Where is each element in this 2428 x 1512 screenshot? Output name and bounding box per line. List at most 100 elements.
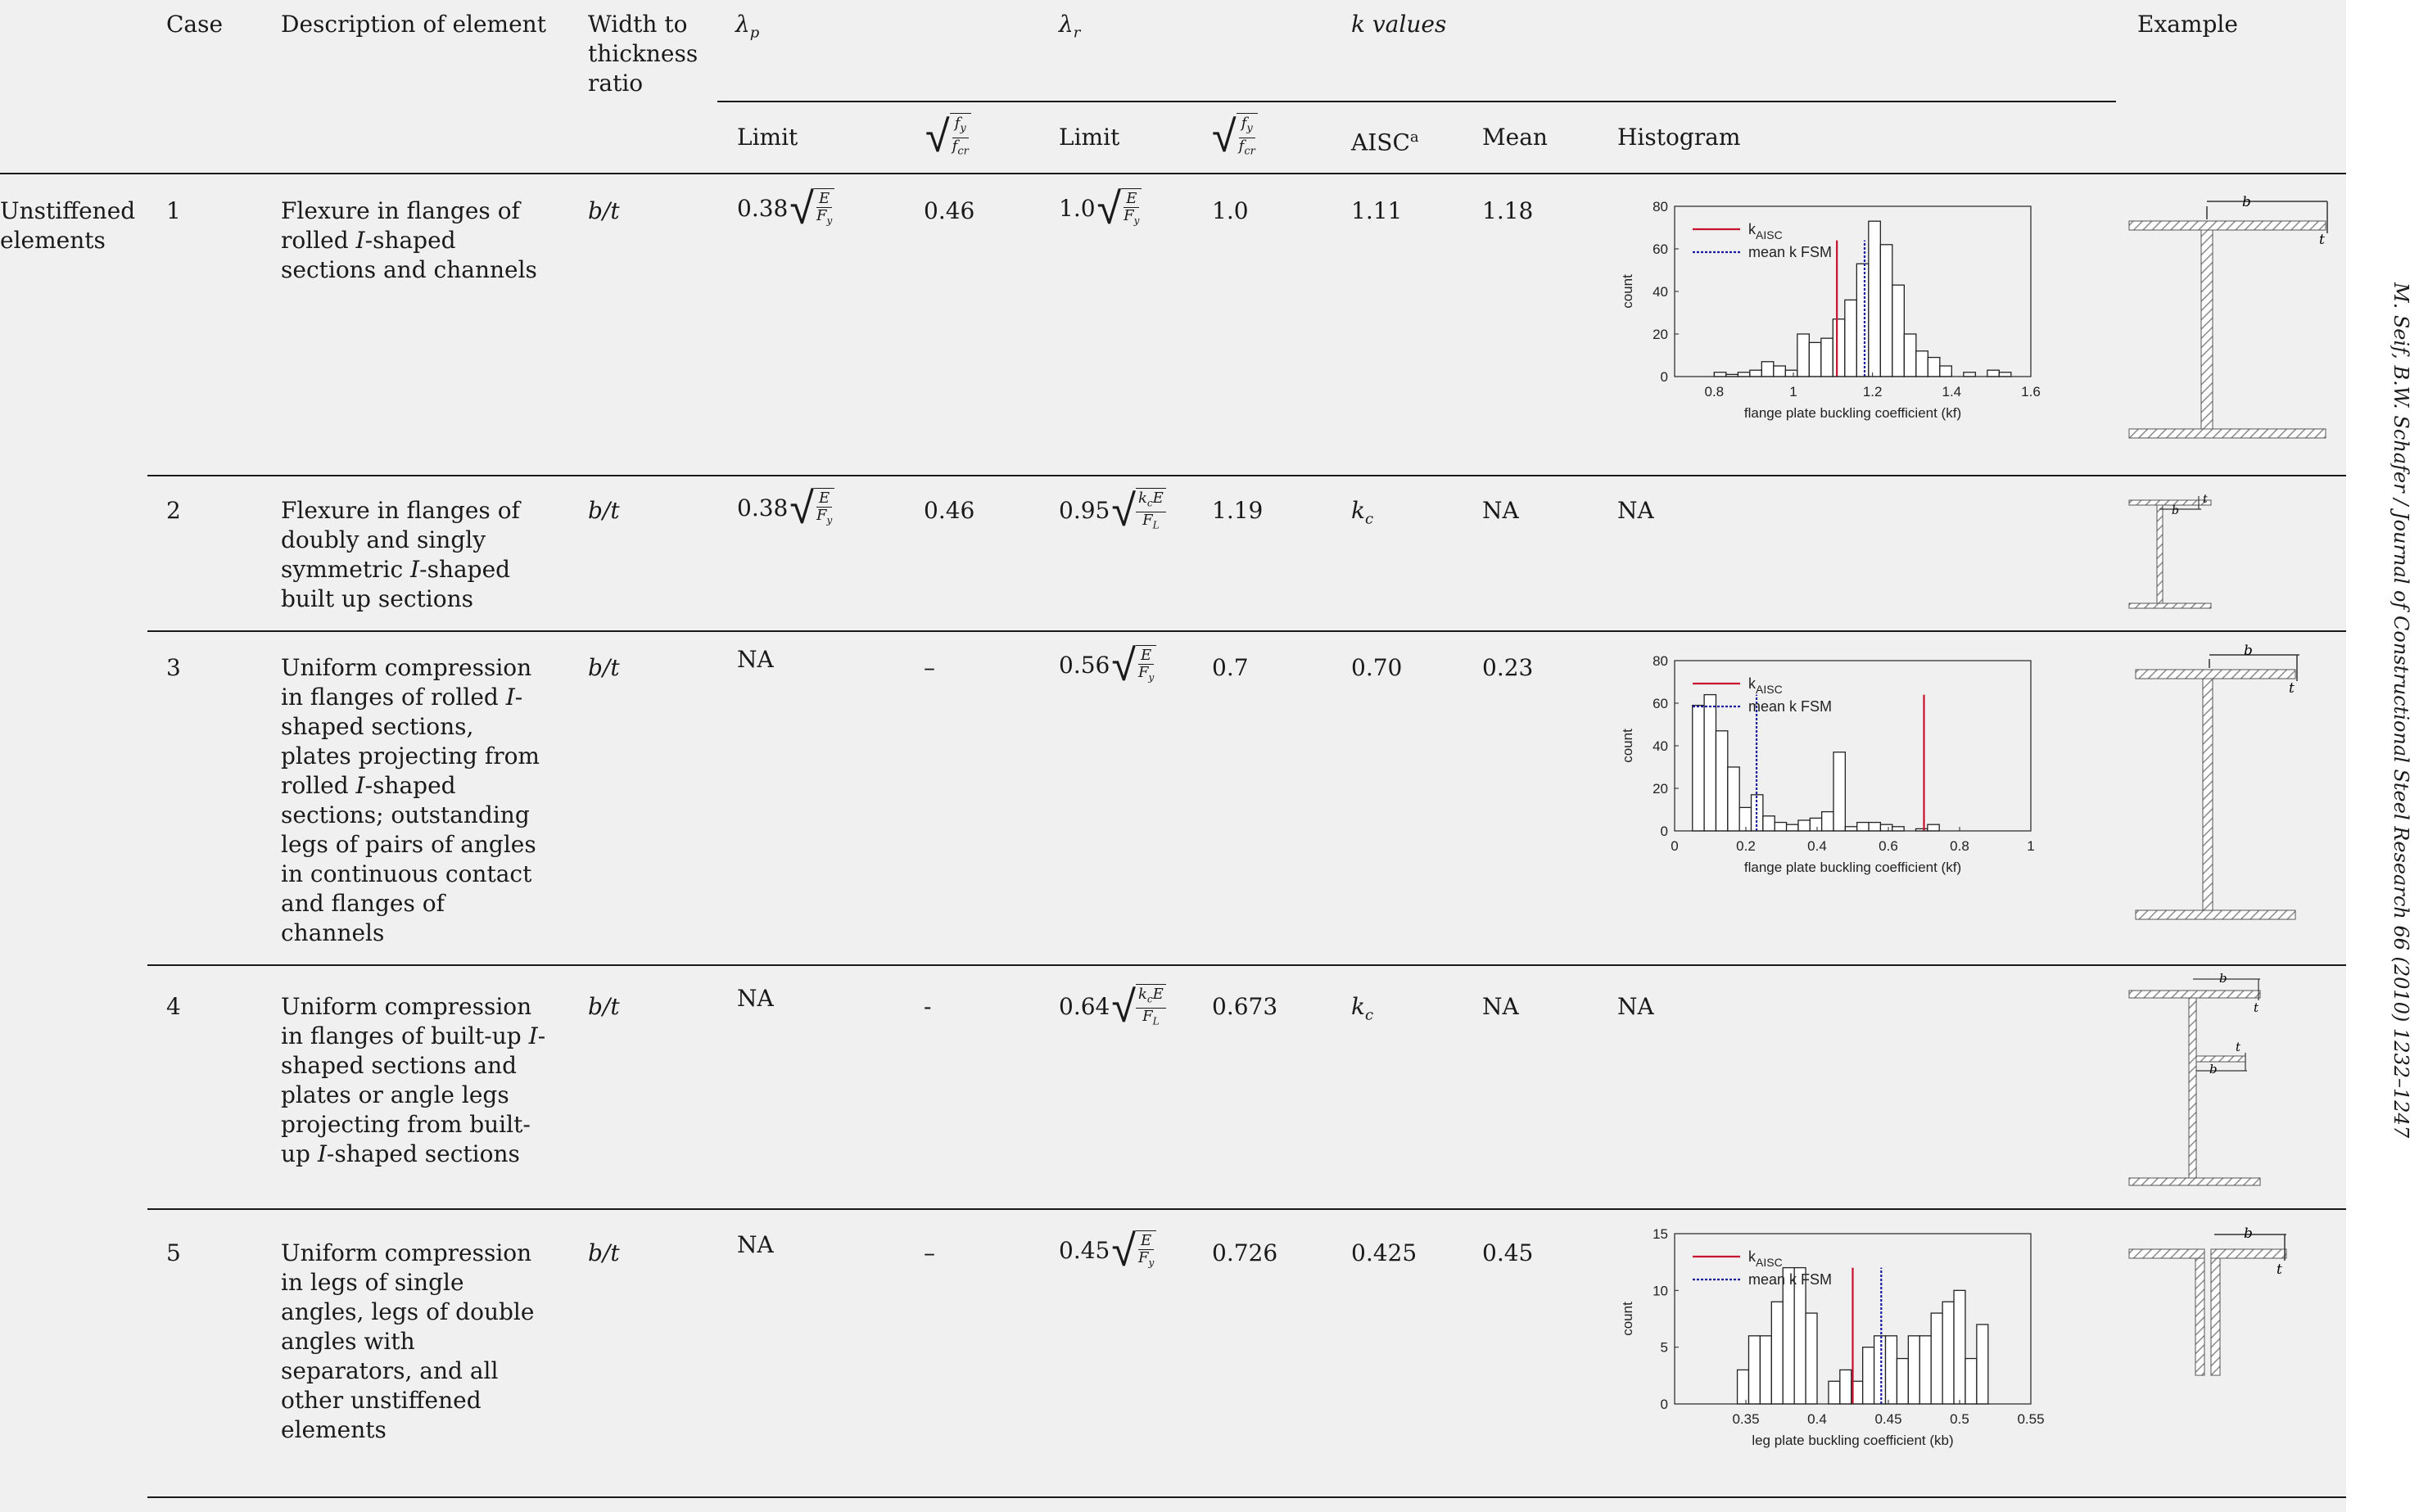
radical: √ kcE FL [1110, 488, 1166, 533]
k-mean-value: NA [1482, 497, 1519, 524]
denominator-text: F [816, 207, 827, 224]
histogram-bar [1832, 318, 1846, 377]
histogram-bar [1953, 1289, 1966, 1405]
limit-expression-lr: 0.95 √ kcE FL [1059, 488, 1166, 533]
lambda-p-sqrt-value: 0.46 [924, 497, 975, 524]
radical: √ E Fy [788, 481, 835, 534]
italic-i: I [410, 556, 420, 583]
histogram-bar [1782, 1266, 1795, 1405]
header-mean: Mean [1482, 124, 1548, 151]
histogram-bar [1713, 372, 1727, 377]
radical-sign: √ [789, 481, 814, 534]
x-tick-label: 0.55 [2017, 1411, 2044, 1427]
histogram-bar [1939, 365, 1952, 377]
description-text: Uniform compression in flanges of rolled [281, 654, 532, 711]
y-tick-label: 60 [1653, 241, 1668, 257]
numerator: E [1138, 1232, 1155, 1250]
row-separator-4 [147, 1208, 2346, 1210]
histogram-bar [1759, 1335, 1772, 1405]
limit-expression-lr: 0.45 √ E Fy [1059, 1224, 1157, 1276]
denominator-sub: L [1152, 1015, 1160, 1027]
numerator-text: E [1141, 647, 1152, 664]
coefficient: NA [737, 985, 774, 1012]
fcr-symbol: f [952, 137, 958, 155]
histogram-bar [1879, 824, 1893, 832]
label-t: t [2236, 1040, 2241, 1054]
radical-body: kcE FL [1135, 488, 1166, 533]
radical-sign: √ [1111, 1224, 1136, 1276]
lambda-r-sub: r [1073, 24, 1081, 42]
denominator-sub: y [1148, 671, 1155, 684]
header-limit-p: Limit [737, 124, 798, 151]
label-b: b [2242, 194, 2251, 210]
header-lambda-r: λr [1059, 10, 1080, 48]
label-b: b [2219, 971, 2227, 986]
histogram-bar [1907, 1335, 1920, 1405]
header-sqrt-p: √ fy fcr [924, 113, 971, 160]
example-diagrams: b t b t b t b t b t [2128, 194, 2328, 1376]
fy-sub: y [1246, 122, 1253, 135]
numerator-text: E [1141, 1232, 1152, 1249]
lambda-r-sqrt-value: 0.726 [1212, 1239, 1278, 1266]
lambda-p-sqrt-value: – [924, 1239, 935, 1266]
y-tick-label: 80 [1653, 653, 1668, 669]
denominator-sub: L [1152, 519, 1160, 531]
histogram-case-1: 0 20 40 60 80 0.8 1 1.2 1.4 1.6 flange plate buckl… [1620, 199, 2041, 421]
lambda-r-sqrt-value: 0.7 [1212, 654, 1249, 681]
histogram-bar [1844, 826, 1858, 832]
histogram-bar [1987, 369, 2000, 377]
radical-body: E Fy [1135, 645, 1157, 686]
histogram-case-5: 0 5 10 15 0.35 0.4 0.45 0.5 0.55 leg plate buckli… [1620, 1226, 2045, 1448]
histogram-bar [1737, 372, 1751, 377]
x-axis-label: flange plate buckling coefficient (kf) [1744, 405, 1961, 421]
x-tick-label: 1.6 [2021, 384, 2041, 399]
legend-label: mean k FSM [1748, 698, 1832, 715]
coefficient: NA [737, 1231, 774, 1258]
k-symbol: k [1137, 490, 1147, 507]
denominator-sub: y [826, 214, 833, 227]
y-axis-label: count [1620, 1302, 1635, 1336]
description-text: -shaped sections, plates projecting from… [281, 684, 540, 799]
radical-body: kcE FL [1135, 984, 1166, 1029]
fraction: E Fy [814, 490, 834, 529]
histogram-bar [1703, 693, 1717, 832]
histogram-bar [1896, 1357, 1910, 1405]
histogram-bar [1915, 350, 1928, 377]
limit-expression-lp: NA [737, 984, 774, 1013]
histogram-bar [1927, 356, 1941, 377]
label-t: t [2203, 493, 2208, 506]
denominator-text: F [1137, 664, 1149, 681]
header-rule [0, 173, 2346, 174]
header-sqrt-r: √ fy fcr [1210, 113, 1258, 160]
x-tick-label: 1.2 [1863, 384, 1883, 399]
histogram-bar [1828, 1380, 1841, 1405]
histogram-bar [1892, 826, 1905, 832]
histogram-bar [1965, 1357, 1978, 1405]
x-tick-label: 1 [2027, 838, 2034, 854]
fy-symbol: f [954, 115, 961, 132]
y-tick-label: 40 [1653, 738, 1668, 754]
numerator: kcE [1135, 490, 1166, 512]
legend-label: kAISC [1748, 675, 1783, 696]
label-t: t [2277, 1262, 2282, 1278]
fcr-symbol: f [1238, 137, 1245, 155]
italic-i: I [528, 1022, 538, 1049]
case-number: 5 [166, 1239, 181, 1266]
x-tick-label: 1.4 [1942, 384, 1962, 399]
fy-symbol: f [1241, 115, 1247, 132]
description-text: Uniform compression in flanges of built-… [281, 993, 532, 1049]
histogram-bar [1797, 333, 1810, 377]
table-page [0, 0, 2346, 1512]
lambda-r-symbol: λ [1059, 11, 1074, 38]
numerator: E [1124, 191, 1140, 208]
lambda-r-sqrt-value: 1.19 [1212, 497, 1264, 524]
width-thickness-ratio: b/t [588, 1239, 620, 1266]
coefficient: 0.95 [1059, 496, 1110, 524]
y-tick-label: 20 [1653, 327, 1668, 342]
built-up-section-case-4: b t b t [2128, 971, 2261, 1186]
histogram-bar [1748, 1335, 1761, 1405]
header-case: Case [166, 11, 224, 38]
denominator: Fy [814, 208, 834, 229]
k-aisc-text: k [1351, 497, 1365, 524]
label-t: t [2319, 232, 2325, 248]
